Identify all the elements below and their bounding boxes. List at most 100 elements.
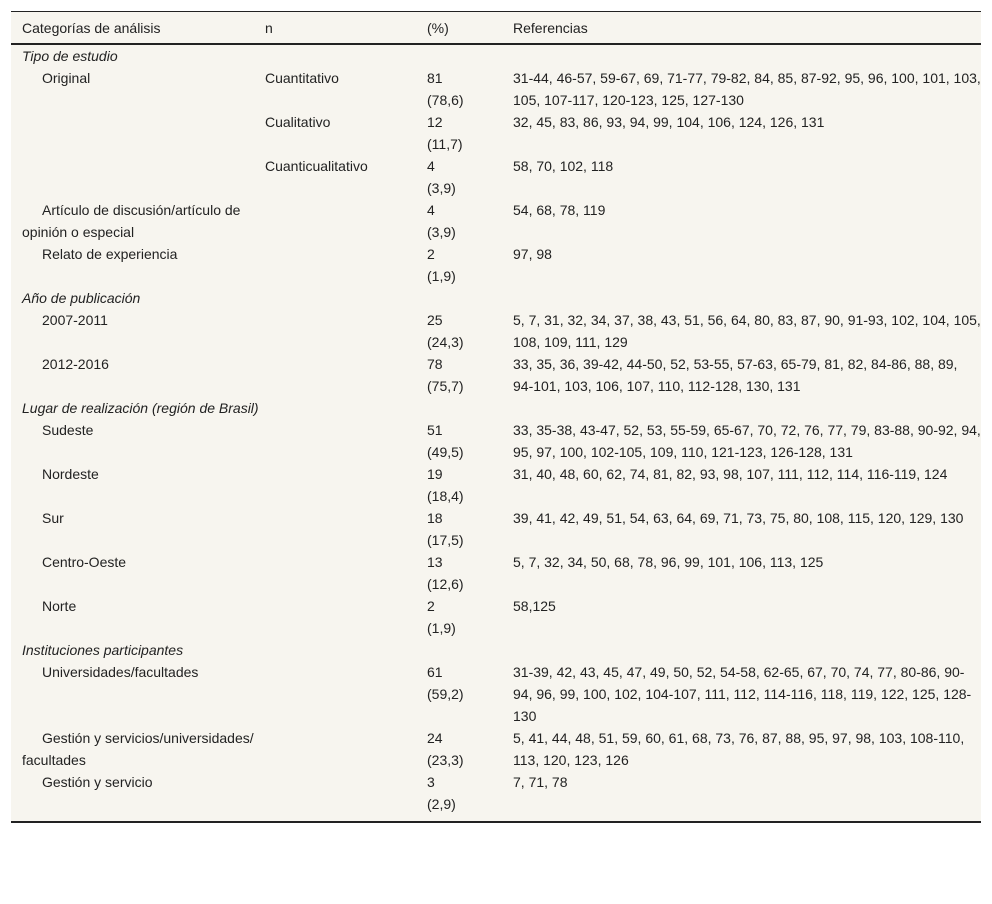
count-percent-cell: 24 (23,3) xyxy=(416,727,502,771)
subcategory-label: Cuanticualitativo xyxy=(265,158,368,174)
subcategory-label: Cualitativo xyxy=(265,114,331,130)
count-percent-cell: 13 (12,6) xyxy=(416,551,502,595)
header-n: n xyxy=(265,19,273,36)
subcategory-label xyxy=(254,309,416,353)
references: 31-44, 46-57, 59-67, 69, 71-77, 79-82, 8… xyxy=(513,70,981,108)
subcategory-label xyxy=(254,419,416,463)
count-percent-cell: 81 (78,6) xyxy=(416,67,502,111)
count-value: 13 xyxy=(427,554,443,570)
category-label: Artículo de discusión/artículo de opinió… xyxy=(22,202,241,240)
references: 33, 35, 36, 39-42, 44-50, 52, 53-55, 57-… xyxy=(513,356,958,394)
count-percent-cell: 2 (1,9) xyxy=(416,243,502,287)
section-title: Año de publicación xyxy=(22,290,141,306)
section-header-row: Lugar de realización (región de Brasil) xyxy=(11,397,981,419)
count-percent-cell: 12 (11,7) xyxy=(416,111,502,155)
subcategory-label xyxy=(254,661,416,727)
subcategory-label xyxy=(254,771,416,822)
count-value: 2 xyxy=(427,598,435,614)
count-value: 78 xyxy=(427,356,443,372)
count-value: 2 xyxy=(427,246,435,262)
table-row: Sudeste 51 (49,5) 33, 35-38, 43-47, 52, 53,… xyxy=(11,419,981,463)
category-label: Norte xyxy=(42,598,77,614)
percent-value: (12,6) xyxy=(427,576,464,592)
count-value: 18 xyxy=(427,510,443,526)
count-percent-cell: 19 (18,4) xyxy=(416,463,502,507)
references: 33, 35-38, 43-47, 52, 53, 55-59, 65-67, … xyxy=(513,422,981,460)
subcategory-label xyxy=(254,463,416,507)
table-row: 2007-2011 25 (24,3) 5, 7, 31, 32, 34, 37, 3… xyxy=(11,309,981,353)
table-row: Nordeste 19 (18,4) 31, 40, 48, 60, 62, 74, … xyxy=(11,463,981,507)
category-label: 2007-2011 xyxy=(42,312,108,328)
category-label: Centro-Oeste xyxy=(42,554,127,570)
header-percent: (%) xyxy=(427,19,449,36)
count-value: 25 xyxy=(427,312,443,328)
subcategory-label xyxy=(254,243,416,287)
count-percent-cell: 4 (3,9) xyxy=(416,199,502,243)
count-percent-cell: 4 (3,9) xyxy=(416,155,502,199)
references: 5, 7, 32, 34, 50, 68, 78, 96, 99, 101, 1… xyxy=(513,554,824,570)
table-row: Cualitativo 12 (11,7) 32, 45, 83, 86, 93, 9… xyxy=(11,111,981,155)
count-value: 4 xyxy=(427,158,435,174)
count-value: 4 xyxy=(427,202,435,218)
section-title: Instituciones participantes xyxy=(22,642,184,658)
category-label xyxy=(11,111,254,155)
category-label: Gestión y servicio xyxy=(42,774,153,790)
percent-value: (23,3) xyxy=(427,752,464,768)
table-row: Centro-Oeste 13 (12,6) 5, 7, 32, 34, 50, 68… xyxy=(11,551,981,595)
table-row: Sur 18 (17,5) 39, 41, 42, 49, 51, 54, 63, 6… xyxy=(11,507,981,551)
references: 5, 7, 31, 32, 34, 37, 38, 43, 51, 56, 64… xyxy=(513,312,981,350)
table-row: Norte 2 (1,9) 58,125 xyxy=(11,595,981,639)
percent-value: (1,9) xyxy=(427,620,456,636)
analysis-categories-table: Categorías de análisis n (%) Referencias… xyxy=(11,11,981,823)
category-label: Nordeste xyxy=(42,466,99,482)
count-value: 61 xyxy=(427,664,443,680)
section-title: Tipo de estudio xyxy=(22,48,118,64)
percent-value: (11,7) xyxy=(427,136,463,152)
subcategory-label xyxy=(254,353,416,397)
count-value: 81 xyxy=(427,70,443,86)
count-percent-cell: 51 (49,5) xyxy=(416,419,502,463)
table-row: Universidades/facultades 61 (59,2) 31-39, 4… xyxy=(11,661,981,727)
category-label: Original xyxy=(42,70,91,86)
subcategory-label xyxy=(254,727,416,771)
subcategory-label xyxy=(254,551,416,595)
count-value: 3 xyxy=(427,774,435,790)
table-row: Gestión y servicio 3 (2,9) 7, 71, 78 xyxy=(11,771,981,822)
references: 58,125 xyxy=(513,598,556,614)
references: 97, 98 xyxy=(513,246,552,262)
section-header-row: Año de publicación xyxy=(11,287,981,309)
references: 32, 45, 83, 86, 93, 94, 99, 104, 106, 12… xyxy=(513,114,825,130)
count-value: 19 xyxy=(427,466,443,482)
subcategory-label xyxy=(254,595,416,639)
category-label: Relato de experiencia xyxy=(42,246,178,262)
category-label: Gestión y servicios/universidades/ facul… xyxy=(22,730,254,768)
category-label: Universidades/facultades xyxy=(42,664,199,680)
references: 39, 41, 42, 49, 51, 54, 63, 64, 69, 71, … xyxy=(513,510,964,526)
category-label: 2012-2016 xyxy=(42,356,109,372)
category-label: Sudeste xyxy=(42,422,94,438)
references: 58, 70, 102, 118 xyxy=(513,158,614,174)
table-row: Artículo de discusión/artículo de opinió… xyxy=(11,199,981,243)
header-references: Referencias xyxy=(513,19,588,36)
count-value: 12 xyxy=(427,114,443,130)
percent-value: (18,4) xyxy=(427,488,464,504)
percent-value: (17,5) xyxy=(427,532,464,548)
subcategory-label xyxy=(254,199,416,243)
percent-value: (49,5) xyxy=(427,444,464,460)
table-row: 2012-2016 78 (75,7) 33, 35, 36, 39-42, 44-5… xyxy=(11,353,981,397)
count-percent-cell: 3 (2,9) xyxy=(416,771,502,822)
references: 5, 41, 44, 48, 51, 59, 60, 61, 68, 73, 7… xyxy=(513,730,965,768)
section-title: Lugar de realización (región de Brasil) xyxy=(22,400,259,416)
percent-value: (75,7) xyxy=(427,378,464,394)
percent-value: (59,2) xyxy=(427,686,464,702)
analysis-table-container: Categorías de análisis n (%) Referencias… xyxy=(11,11,981,823)
references: 31-39, 42, 43, 45, 47, 49, 50, 52, 54-58… xyxy=(513,664,972,724)
table-row: Cuanticualitativo 4 (3,9) 58, 70, 102, 118 xyxy=(11,155,981,199)
percent-value: (1,9) xyxy=(427,268,456,284)
category-label: Sur xyxy=(42,510,64,526)
table-body: Tipo de estudio Original Cuantitativo 81 (78… xyxy=(11,44,981,822)
header-categories: Categorías de análisis xyxy=(22,19,161,36)
references: 31, 40, 48, 60, 62, 74, 81, 82, 93, 98, … xyxy=(513,466,948,482)
table-header-row: Categorías de análisis n (%) Referencias xyxy=(11,11,981,44)
table-row: Original Cuantitativo 81 (78,6) 31-44, 46-57… xyxy=(11,67,981,111)
